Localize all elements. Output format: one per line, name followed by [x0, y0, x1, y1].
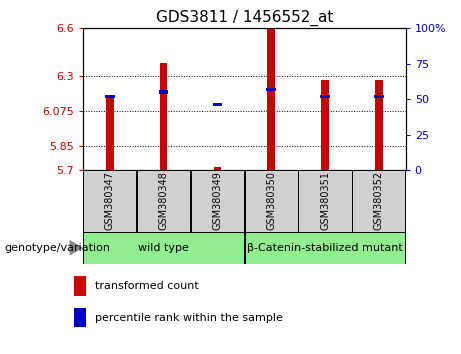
Bar [213, 167, 221, 170]
Bar [375, 80, 383, 170]
Bar [83, 170, 136, 232]
Bar [160, 63, 167, 170]
Text: GSM380347: GSM380347 [105, 171, 115, 230]
Text: GSM380350: GSM380350 [266, 171, 276, 230]
Bar [137, 170, 190, 232]
Title: GDS3811 / 1456552_at: GDS3811 / 1456552_at [156, 9, 333, 25]
Bar [105, 95, 115, 98]
Bar [83, 232, 244, 264]
Bar [266, 88, 276, 91]
Text: β-Catenin-stabilized mutant: β-Catenin-stabilized mutant [247, 243, 403, 253]
Bar [320, 95, 330, 98]
Bar [74, 276, 86, 296]
Bar [267, 28, 275, 170]
Text: transformed count: transformed count [95, 281, 198, 291]
Bar [321, 80, 329, 170]
Bar [374, 95, 384, 98]
Bar [74, 308, 86, 327]
Bar [245, 232, 405, 264]
Bar [213, 103, 222, 106]
Bar [352, 170, 405, 232]
Text: GSM380349: GSM380349 [213, 171, 223, 230]
Text: GSM380348: GSM380348 [159, 171, 169, 230]
Text: GSM380352: GSM380352 [374, 171, 384, 230]
Text: wild type: wild type [138, 243, 189, 253]
Bar [245, 170, 298, 232]
Text: genotype/variation: genotype/variation [5, 243, 111, 253]
Bar [298, 170, 352, 232]
Text: percentile rank within the sample: percentile rank within the sample [95, 313, 283, 322]
Bar [191, 170, 244, 232]
Polygon shape [70, 240, 83, 256]
Bar [159, 91, 168, 93]
Bar [106, 96, 113, 170]
Text: GSM380351: GSM380351 [320, 171, 330, 230]
